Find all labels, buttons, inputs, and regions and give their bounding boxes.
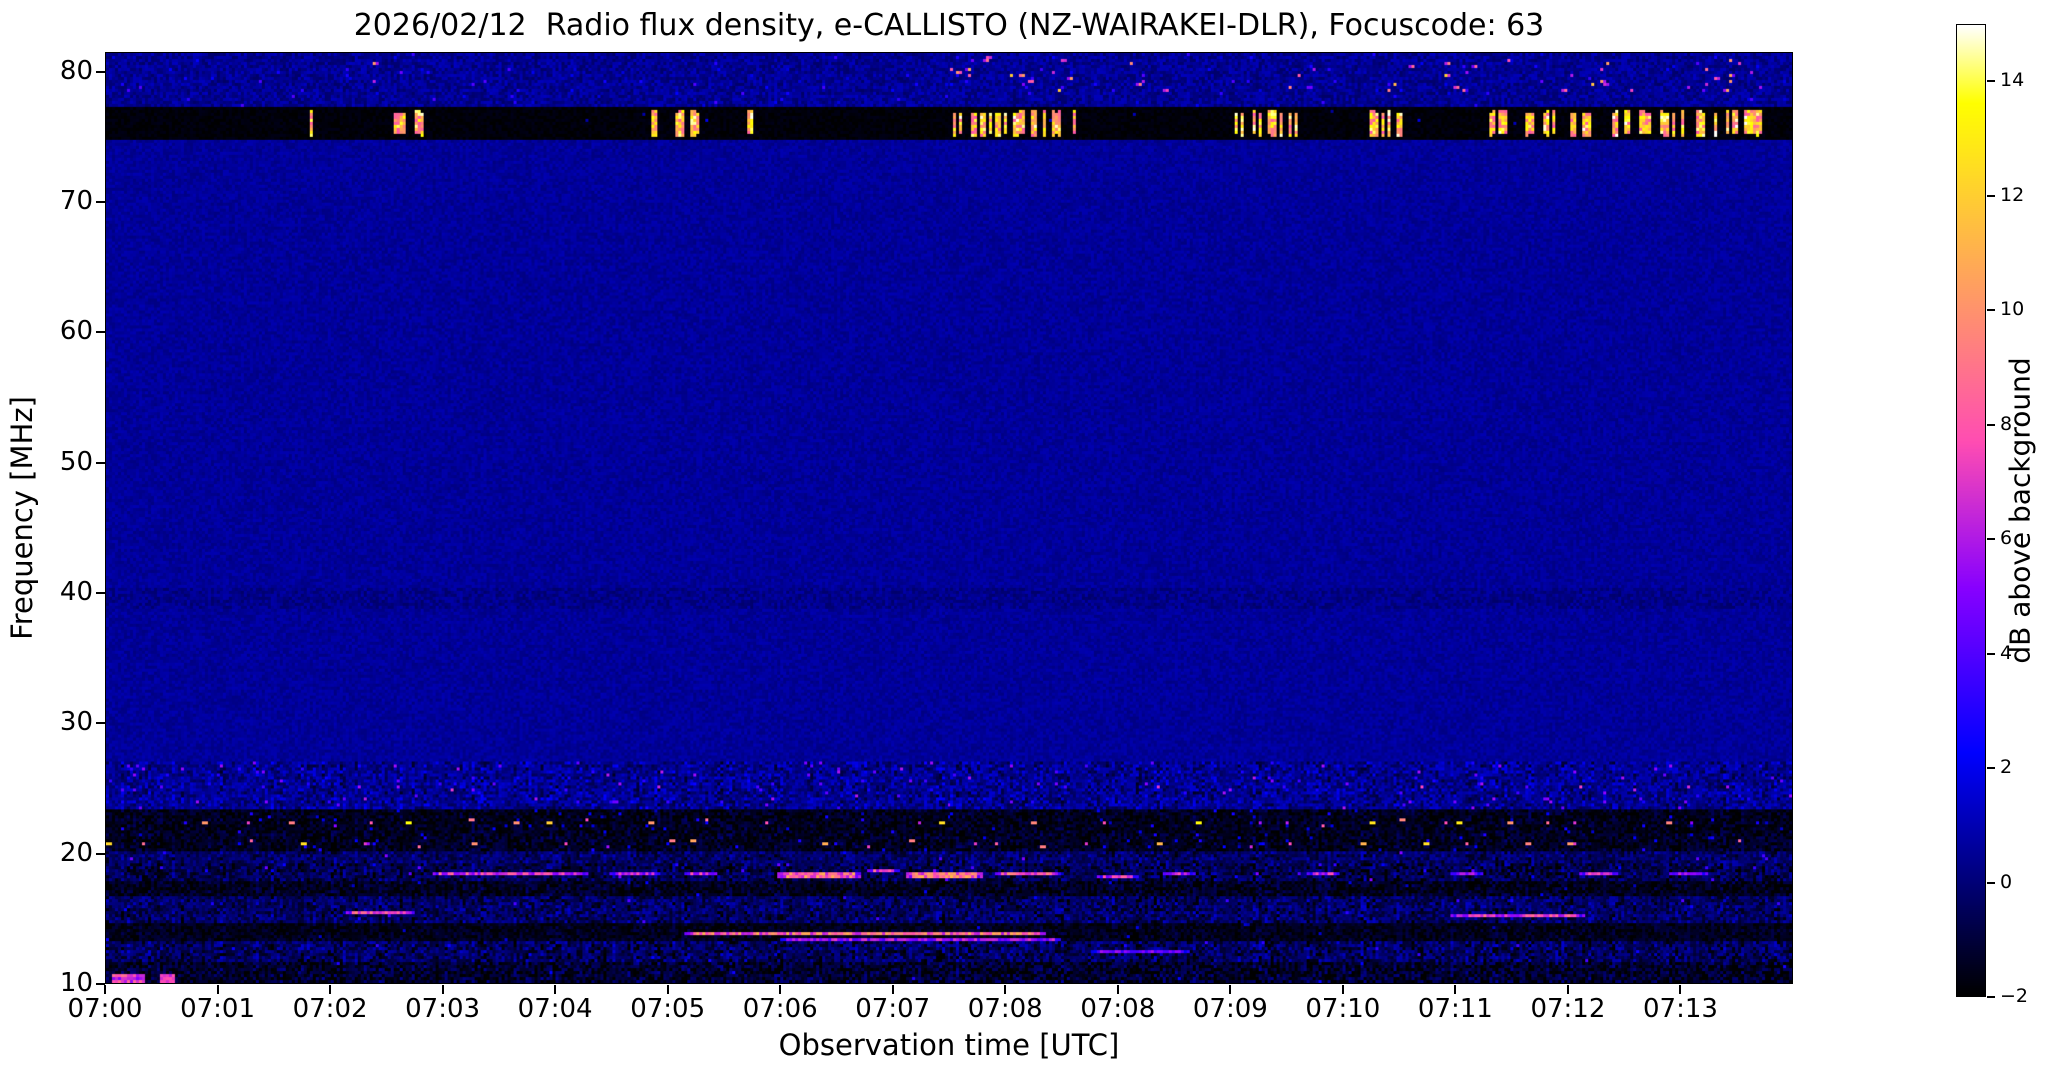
x-tick-mark [441,985,444,994]
x-tick-mark [1341,985,1344,994]
colorbar-tick-mark [1987,767,1995,770]
colorbar-tick-mark [1987,80,1995,83]
x-tick-mark [666,985,669,994]
x-tick-label: 07:01 [180,994,255,1024]
x-tick-mark [1004,985,1007,994]
x-tick-label: 07:08 [967,994,1043,1024]
x-tick-label: 07:09 [1192,994,1268,1024]
colorbar-label: dB above background [2003,357,2037,664]
colorbar-tick-label: 10 [2000,298,2025,321]
y-tick-label: 10 [59,968,93,998]
y-tick-mark [96,591,105,594]
y-tick-label: 70 [59,185,93,216]
x-tick-label: 07:07 [855,994,931,1024]
colorbar-tick-label: 2 [2000,756,2013,779]
colorbar-tick-mark [1987,423,1995,426]
x-tick-label: 07:05 [630,994,706,1024]
y-tick-mark [96,200,105,203]
colorbar-gradient [1957,25,1985,996]
y-tick-label: 60 [59,316,93,347]
colorbar-tick-mark [1987,309,1995,312]
colorbar-tick-label: 8 [2000,412,2013,435]
plot-area [105,52,1793,984]
x-tick-label: 07:08 [1080,994,1156,1024]
colorbar-tick-mark [1987,881,1995,884]
colorbar-tick-mark [1987,996,1995,998]
x-tick-label: 07:11 [1417,994,1493,1024]
y-tick-mark [96,722,105,725]
x-tick-label: 07:04 [517,994,593,1024]
x-tick-mark [554,985,557,994]
colorbar-tick-label: 12 [2000,183,2025,206]
y-tick-mark [96,461,105,464]
x-tick-label: 07:10 [1305,994,1381,1024]
x-tick-mark [891,985,894,994]
x-axis-label: Observation time [UTC] [778,1028,1120,1062]
y-tick-label: 30 [59,707,93,738]
x-tick-mark [1229,985,1232,994]
x-tick-label: 07:13 [1642,994,1718,1024]
y-tick-label: 50 [59,446,93,477]
y-tick-mark [96,331,105,334]
x-tick-mark [329,985,332,994]
chart-title: 2026/02/12 Radio flux density, e-CALLIST… [353,8,1545,43]
x-tick-label: 07:02 [292,994,368,1024]
x-tick-label: 07:00 [67,994,143,1024]
y-tick-mark [96,70,105,73]
x-tick-mark [1116,985,1119,994]
x-tick-label: 07:06 [742,994,818,1024]
y-tick-mark [96,852,105,855]
colorbar-tick-label: 0 [2000,870,2013,893]
colorbar-tick-mark [1987,538,1995,541]
x-tick-mark [1566,985,1569,994]
x-tick-label: 07:12 [1530,994,1606,1024]
x-tick-mark [104,985,106,994]
colorbar-tick-label: 6 [2000,527,2013,550]
colorbar-tick-label: −2 [2000,985,2029,1007]
x-tick-mark [779,985,782,994]
x-tick-label: 07:03 [405,994,481,1024]
y-tick-label: 40 [59,576,93,607]
colorbar-tick-label: 14 [2000,69,2025,92]
y-tick-label: 20 [59,837,93,868]
x-tick-mark [1454,985,1457,994]
x-tick-mark [1679,985,1682,994]
y-tick-label: 80 [59,55,93,86]
y-axis-label: Frequency [MHz] [5,396,39,640]
x-tick-mark [216,985,219,994]
spectrogram-canvas [106,53,1792,983]
colorbar-tick-mark [1987,194,1995,197]
y-tick-mark [96,983,105,985]
colorbar-tick-mark [1987,652,1995,655]
colorbar [1956,24,1986,997]
colorbar-tick-label: 4 [2000,641,2013,664]
